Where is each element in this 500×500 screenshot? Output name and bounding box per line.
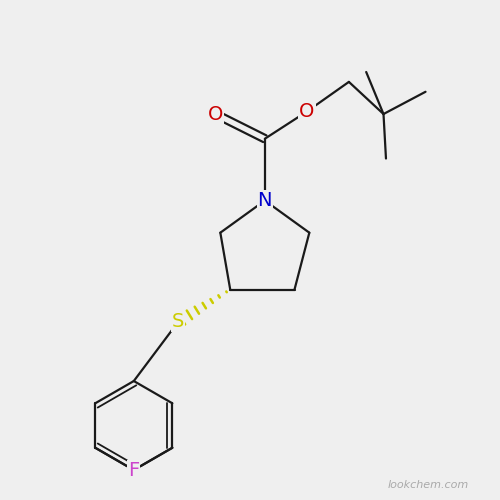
Text: O: O [299,102,314,121]
Text: lookchem.com: lookchem.com [388,480,468,490]
Text: F: F [128,460,140,479]
Text: N: N [258,191,272,210]
Text: O: O [208,104,223,124]
Text: S: S [172,312,184,331]
